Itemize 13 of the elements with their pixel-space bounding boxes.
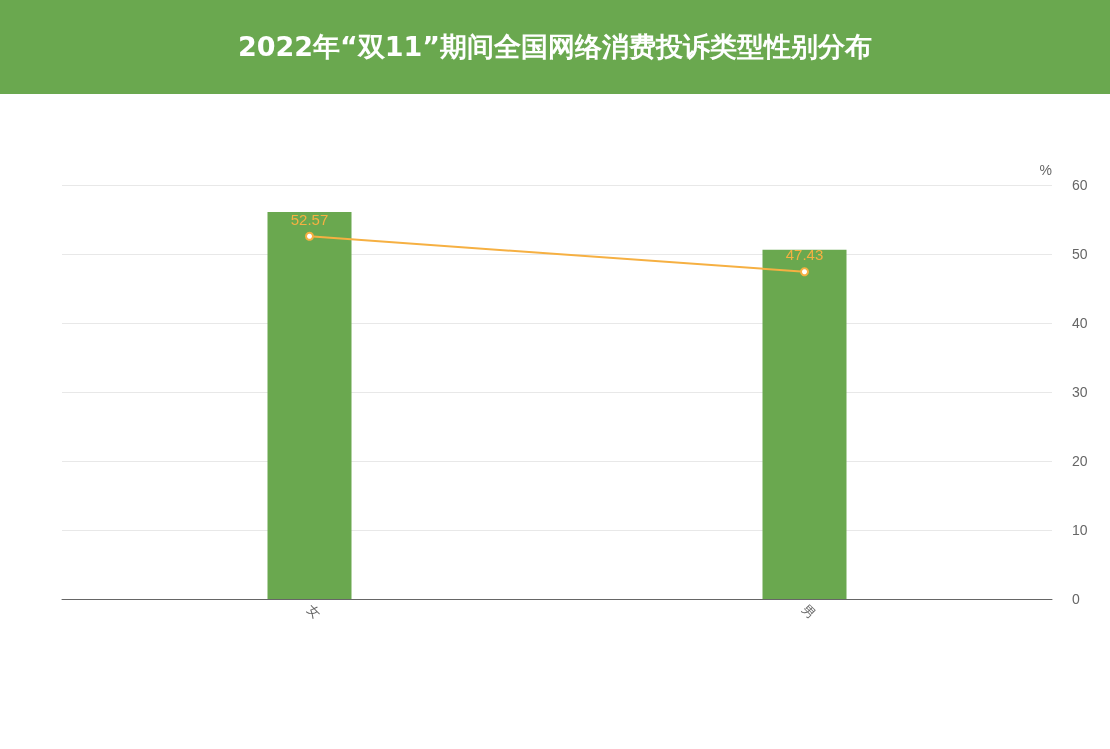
x-tick-label: 男 [799,601,819,622]
y-tick-label: 10 [1072,522,1088,538]
y-tick-label: 60 [1072,177,1088,193]
y-tick-label: 50 [1072,246,1088,262]
data-label: 47.43 [785,246,824,264]
chart-title: 2022年“双11”期间全国网络消费投诉类型性别分布 [0,0,1110,94]
y-tick-label: 0 [1072,591,1080,607]
y-tick-label: 20 [1072,453,1088,469]
y-axis-title: % [1039,162,1052,178]
x-tick-label: 女 [304,601,324,622]
y-tick-label: 30 [1072,384,1088,400]
y-tick-label: 40 [1072,315,1088,331]
data-label: 52.57 [290,210,329,228]
